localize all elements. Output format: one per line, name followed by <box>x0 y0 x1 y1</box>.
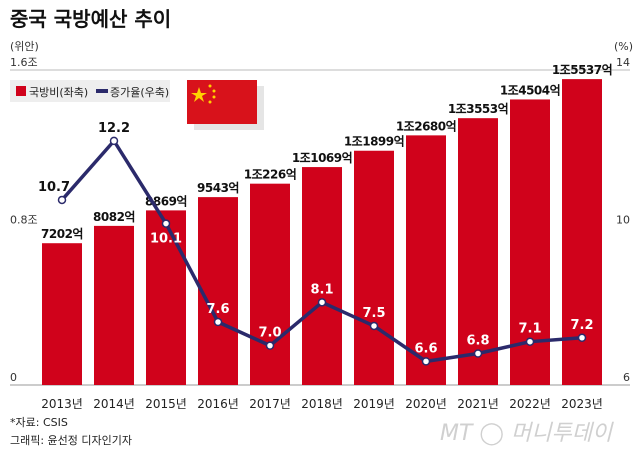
growth-rate-point <box>525 337 535 346</box>
bar <box>198 197 238 385</box>
x-tick-label: 2014년 <box>93 397 135 411</box>
bar-value-label: 1조3553억 <box>448 102 508 116</box>
growth-rate-point <box>213 317 223 327</box>
growth-rate-point <box>473 349 483 358</box>
growth-rate-point <box>421 357 431 366</box>
right-axis-unit: (%) <box>614 40 633 53</box>
bar-value-label: 7202억 <box>41 227 83 241</box>
growth-rate-label: 7.0 <box>258 326 281 341</box>
bar <box>354 150 394 385</box>
legend-swatch-bar <box>16 86 26 96</box>
growth-rate-label: 6.6 <box>414 341 437 356</box>
legend-label-line: 증가율(우축) <box>110 86 169 99</box>
growth-rate-label: 7.5 <box>362 306 385 321</box>
bar <box>510 99 550 385</box>
growth-rate-label: 10.7 <box>38 180 70 195</box>
growth-rate-label: 7.6 <box>206 302 229 317</box>
x-tick-label: 2021년 <box>457 397 499 411</box>
x-tick-label: 2015년 <box>145 397 187 411</box>
growth-rate-label: 6.8 <box>466 334 489 349</box>
growth-rate-label: 10.1 <box>150 232 182 247</box>
bar-value-label: 1조4504억 <box>500 83 560 97</box>
source-note: *자료: CSIS <box>10 416 68 429</box>
china-flag-icon <box>187 80 264 130</box>
growth-rate-point <box>161 219 171 228</box>
credit-note: 그래픽: 윤선정 디자인기자 <box>10 434 132 447</box>
x-tick-label: 2018년 <box>301 397 343 411</box>
left-axis-unit: (위안) <box>10 40 39 53</box>
watermark-logo: MT ◯ 머니투데이 <box>440 421 614 446</box>
right-tick-label: 6 <box>623 371 630 384</box>
x-tick-label: 2019년 <box>353 397 395 411</box>
x-tick-label: 2013년 <box>41 397 83 411</box>
growth-rate-point <box>109 136 119 146</box>
growth-rate-label: 12.2 <box>98 121 130 136</box>
chart-title: 중국 국방예산 추이 <box>10 7 171 31</box>
right-tick-label: 10 <box>616 214 630 227</box>
bar-value-label: 1조1899억 <box>344 135 404 149</box>
legend-swatch-line <box>96 89 108 93</box>
right-tick-label: 14 <box>616 56 630 69</box>
bar-value-label: 8082억 <box>93 210 135 224</box>
growth-rate-label: 7.1 <box>518 322 541 337</box>
bar-value-label: 1조2680억 <box>396 119 456 133</box>
x-tick-label: 2017년 <box>249 397 291 411</box>
bar-value-label: 9543억 <box>197 181 239 195</box>
x-tick-label: 2023년 <box>561 397 603 411</box>
bar <box>302 167 342 385</box>
growth-rate-label: 8.1 <box>310 282 333 297</box>
left-tick-label: 0.8조 <box>10 214 38 227</box>
growth-rate-point <box>577 333 587 342</box>
bar <box>458 118 498 385</box>
bar-value-label: 1조5537억 <box>552 63 612 77</box>
growth-rate-point <box>265 341 275 350</box>
bar-value-label: 1조1069억 <box>292 151 352 165</box>
x-tick-label: 2022년 <box>509 397 551 411</box>
x-tick-label: 2020년 <box>405 397 447 411</box>
bar <box>42 243 82 385</box>
legend: 국방비(좌축) 증가율(우축) <box>10 80 170 102</box>
growth-rate-label: 7.2 <box>570 318 593 333</box>
bar-value-label: 1조226억 <box>244 168 296 182</box>
growth-rate-point <box>57 195 67 205</box>
bar <box>406 135 446 385</box>
legend-label-bar: 국방비(좌축) <box>29 86 88 99</box>
left-tick-label: 0 <box>10 371 17 384</box>
bar <box>250 183 290 385</box>
x-tick-label: 2016년 <box>197 397 239 411</box>
growth-rate-point <box>369 321 379 331</box>
left-tick-label: 1.6조 <box>10 56 38 69</box>
bar <box>146 210 186 385</box>
growth-rate-point <box>317 298 327 307</box>
bar <box>94 225 134 385</box>
